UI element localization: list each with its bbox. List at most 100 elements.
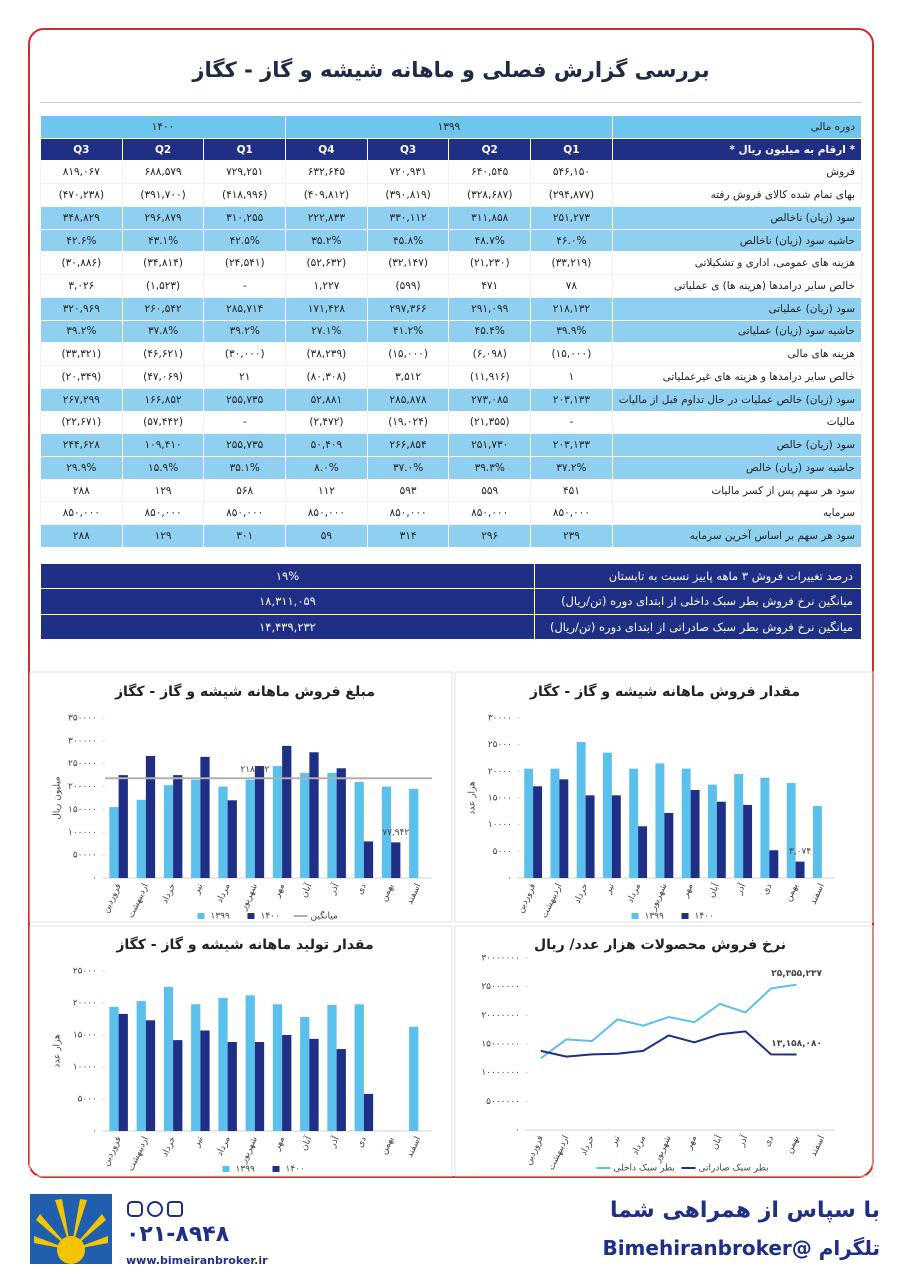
table-cell: ۵۹ xyxy=(285,524,368,548)
table-cell: ۴۶.۰% xyxy=(530,228,613,253)
legend-swatch xyxy=(631,913,639,919)
table-row: خالص سایر درامدها و هزینه های غیرعملیاتی… xyxy=(40,365,863,389)
table-cell: بهای تمام شده کالای فروش رفته xyxy=(611,183,863,207)
table-cell: (۱۱,۹۱۶) xyxy=(448,365,532,389)
legend-label: ۱۳۹۹ xyxy=(645,912,665,922)
table-cell: ۱۱۲ xyxy=(285,478,368,503)
table-cell: ۳۹.۹% xyxy=(530,319,613,344)
x-tick-label: دی xyxy=(761,882,775,896)
bar xyxy=(118,1013,128,1131)
bar xyxy=(173,1040,183,1131)
y-tick-label: ۱۵۰۰۰ xyxy=(488,794,512,804)
header-cell: ۱۴۰۰ xyxy=(39,115,287,139)
table-row: سود (زیان) خالص عملیات در حال تداوم قبل … xyxy=(40,387,863,412)
table-cell: خالص سایر درامدها و هزینه های غیرعملیاتی xyxy=(611,365,863,389)
table-cell: ۸۵۰,۰۰۰ xyxy=(40,501,123,526)
table-cell: ۴۸.۷% xyxy=(448,228,532,253)
table-cell: (۵۹۹) xyxy=(366,274,450,298)
table-cell: ۳۹.۲% xyxy=(203,319,287,344)
bar xyxy=(282,745,292,878)
header-cell: Q4 xyxy=(285,137,368,162)
table-cell: (۲,۴۷۲) xyxy=(285,410,368,435)
table-cell: (۳۹۱,۷۰۰) xyxy=(121,183,205,207)
x-tick-label: دی xyxy=(355,882,369,896)
bar xyxy=(200,1030,210,1131)
bar xyxy=(145,755,156,878)
x-tick-label: آذر xyxy=(326,881,342,897)
bar xyxy=(272,1004,283,1131)
panel xyxy=(29,925,453,1177)
logo xyxy=(30,1194,112,1264)
table-cell: ۲۸۸ xyxy=(40,524,123,548)
table-cell: سود هر سهم بر اساس آخرین سرمایه xyxy=(611,524,863,548)
table-cell: ۲۱ xyxy=(203,365,287,389)
bar xyxy=(118,775,128,878)
y-tick-label: ۰ xyxy=(92,874,97,884)
bar xyxy=(734,774,744,878)
y-tick-label: ۵۰۰۰ xyxy=(493,847,512,857)
table-cell: ۲۸۵,۷۱۴ xyxy=(203,296,287,321)
bar xyxy=(638,826,648,878)
table-cell: هزینه های مالی xyxy=(611,342,863,367)
data-label: ۷۷,۹۴۲ xyxy=(382,828,409,838)
table-row: سرمایه ۸۵۰,۰۰۰ ۸۵۰,۰۰۰ ۸۵۰,۰۰۰ ۸۵۰,۰۰۰ ۸۵۰,۰۰… xyxy=(40,501,863,526)
table-cell: ۳۱۴ xyxy=(366,524,450,548)
x-tick-label: خرداد xyxy=(573,882,591,905)
x-tick-label: خرداد xyxy=(160,882,178,905)
table-cell: ۱۲۹ xyxy=(121,524,205,548)
bar xyxy=(336,1049,346,1131)
table-cell: سود هر سهم پس از کسر مالیات xyxy=(611,478,863,503)
x-tick-label: شهریور xyxy=(238,882,259,913)
table-cell: سود (زیان) خالص عملیات در حال تداوم قبل … xyxy=(611,387,863,412)
y-tick-label: ۳۰۰۰۰۰۰۰ xyxy=(481,954,520,964)
bar xyxy=(409,788,419,878)
table-cell: ۲۷۳,۰۸۵ xyxy=(448,387,532,412)
table-cell: (۴۱۸,۹۹۶) xyxy=(203,183,287,207)
y-tick-label: ۱۰۰۰۰۰ xyxy=(68,828,97,838)
report-title: بررسی گزارش فصلی و ماهانه شیشه و گاز - ک… xyxy=(192,58,710,82)
table-cell: ۱۲۹ xyxy=(121,478,205,503)
x-tick-label: دی xyxy=(762,1134,776,1148)
summary-label: میانگین نرخ فروش بطر سبک داخلی از ابتدای… xyxy=(534,588,862,615)
table-cell: ۷۲۰,۹۳۱ xyxy=(366,160,450,185)
header-cell: دوره مالی xyxy=(611,115,863,139)
header-cell: Q1 xyxy=(203,137,287,162)
table-cell: ۲۹۷,۳۶۶ xyxy=(366,296,450,321)
table-cell: سود (زیان) عملیاتی xyxy=(611,296,863,321)
x-tick-label: اسفند xyxy=(405,882,423,906)
table-cell: حاشیه سود (زیان) ناخالص xyxy=(611,228,863,253)
summary-value: ۱۹% xyxy=(40,562,535,590)
table-cell: ۸.۰% xyxy=(285,456,368,480)
table-cell: ۲۸۸ xyxy=(40,478,123,503)
average-label: ۲۱۸۱۶۲ xyxy=(240,765,269,775)
x-tick-label: خرداد xyxy=(579,1134,597,1157)
y-tick-label: ۰ xyxy=(92,1127,97,1137)
x-tick-label: تیر xyxy=(609,1134,623,1149)
x-tick-label: آذر xyxy=(735,1133,751,1149)
x-tick-label: بهمن xyxy=(379,882,396,903)
header-cell: Q3 xyxy=(40,137,123,162)
table-cell: ۱۰۹,۴۱۰ xyxy=(121,433,205,458)
y-axis-label: هزار عدد xyxy=(53,1034,63,1068)
summary-table: درصد تغییرات فروش ۳ ماهه پاییز نسبت به ت… xyxy=(40,562,862,641)
bar xyxy=(743,804,753,878)
bar xyxy=(227,1042,237,1131)
x-tick-label: مهر xyxy=(680,882,695,900)
table-cell: ۲۹۶ xyxy=(448,524,532,548)
table-cell: (۳۰,۸۸۶) xyxy=(40,251,123,276)
bar xyxy=(254,1042,265,1131)
x-tick-label: شهریور xyxy=(652,1134,673,1165)
table-row: بهای تمام شده کالای فروش رفته (۲۹۴,۸۷۷) (۳… xyxy=(40,183,863,207)
table-cell: ۸۱۹,۰۶۷ xyxy=(40,160,123,185)
table-row: خالص سایر درامدها (هزینه ها) ی عملیاتی ۷۸… xyxy=(40,274,863,298)
x-tick-label: مهر xyxy=(684,1134,699,1152)
x-tick-label: اردیبهشت xyxy=(547,1134,572,1172)
table-cell: ۳۹.۳% xyxy=(448,456,532,480)
bar xyxy=(559,779,569,878)
table-cell: ۲۴۴,۶۲۸ xyxy=(40,433,123,458)
x-tick-label: شهریور xyxy=(648,882,669,913)
x-tick-label: تیر xyxy=(192,882,206,897)
y-tick-label: ۵۰۰۰۰۰۰ xyxy=(486,1097,520,1107)
x-tick-label: آذر xyxy=(732,881,748,897)
telegram: تلگرام @Bimehiranbroker xyxy=(602,1236,880,1260)
